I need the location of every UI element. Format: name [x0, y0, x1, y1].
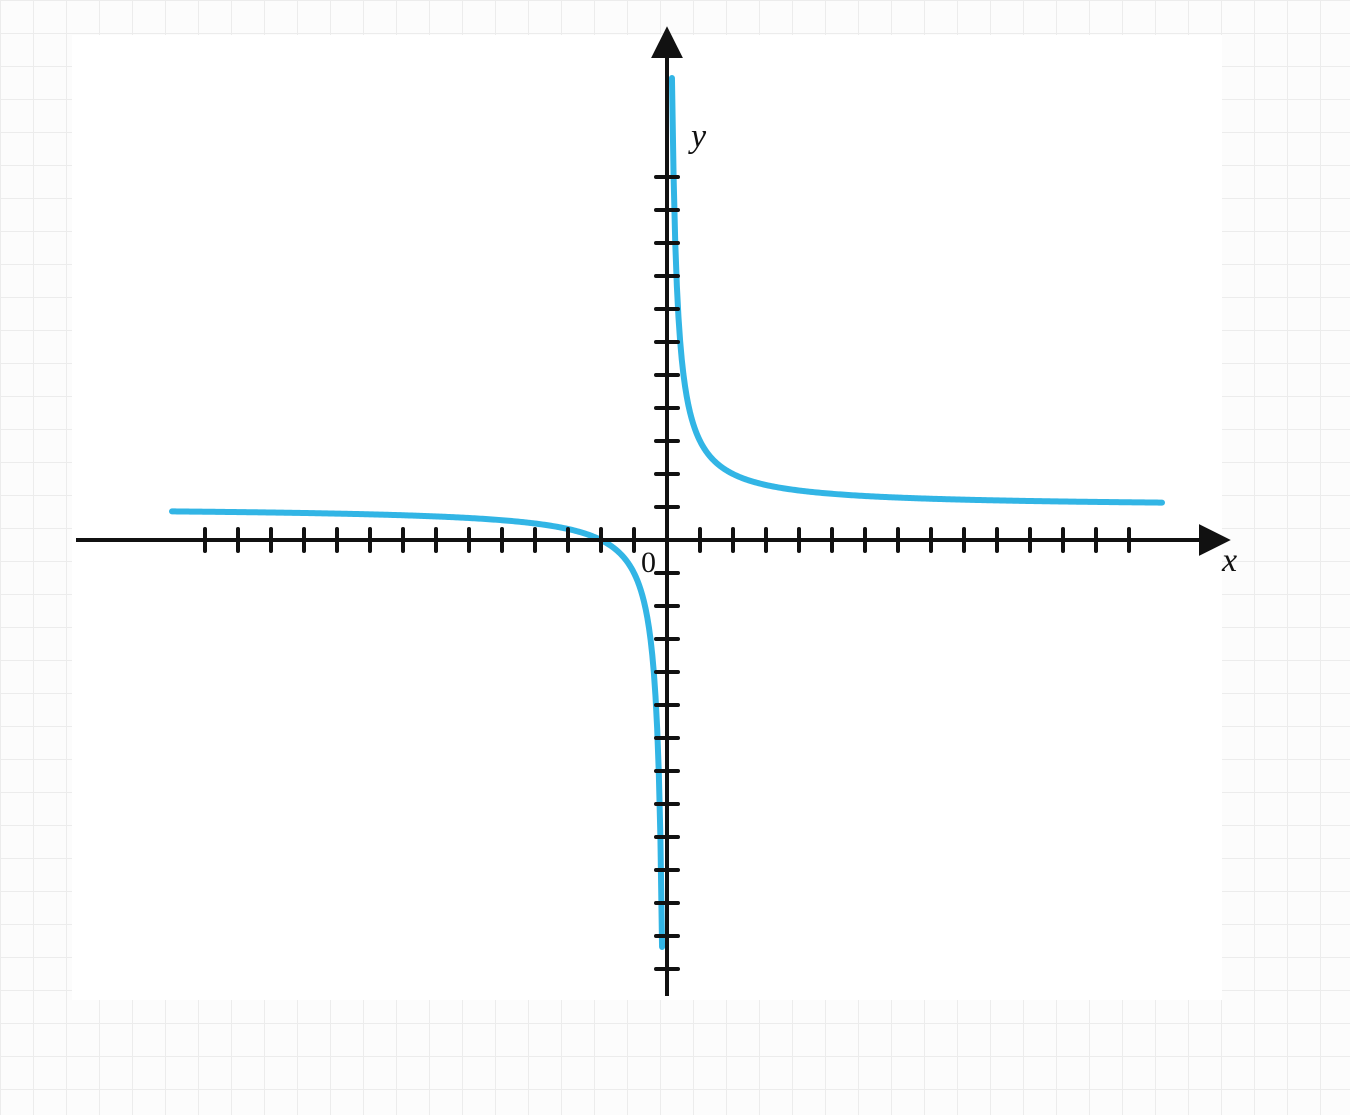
x-axis-label: x — [1222, 542, 1237, 580]
chart-svg — [0, 0, 1350, 1115]
origin-label: 0 — [641, 546, 656, 580]
axes-layer — [76, 39, 1218, 996]
curve-left-branch — [172, 511, 662, 947]
curve-right-branch — [672, 78, 1162, 503]
y-axis-label: y — [691, 118, 706, 156]
